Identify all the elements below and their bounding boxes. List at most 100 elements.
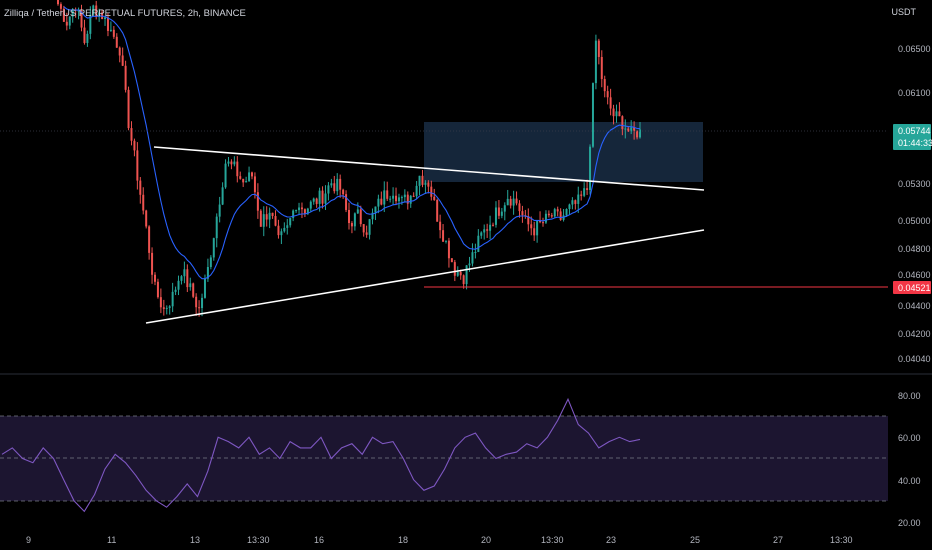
candle-down	[459, 272, 462, 276]
candle-down	[195, 296, 198, 308]
candle-down	[115, 36, 118, 48]
candle-down	[606, 91, 609, 98]
time-tick: 27	[773, 535, 783, 545]
rsi-axis[interactable]: 80.00 60.00 40.00 20.00	[898, 391, 921, 528]
price-tick: 0.05300	[898, 179, 931, 189]
candle-up	[327, 185, 330, 194]
price-tick: 0.04800	[898, 244, 931, 254]
rsi-band	[0, 416, 888, 501]
candle-down	[133, 140, 136, 151]
candle-up	[415, 185, 418, 197]
candle-down	[439, 221, 442, 231]
candle-up	[86, 33, 89, 43]
candle-down	[603, 79, 606, 92]
candle-up	[397, 197, 400, 202]
candle-down	[236, 161, 239, 177]
candle-down	[151, 252, 154, 275]
candle-down	[124, 65, 127, 90]
candle-up	[630, 127, 633, 132]
candle-up	[68, 16, 71, 26]
candle-down	[65, 21, 68, 26]
candle-down	[350, 223, 353, 227]
candle-down	[162, 307, 165, 309]
candle-down	[518, 203, 521, 212]
candle-down	[421, 175, 424, 185]
candle-down	[130, 128, 133, 141]
candle-down	[303, 209, 306, 214]
candle-down	[597, 40, 600, 57]
time-tick: 13:30	[247, 535, 270, 545]
candle-down	[277, 225, 280, 236]
rsi-tick: 80.00	[898, 391, 921, 401]
candle-down	[345, 194, 348, 210]
candle-up	[615, 111, 618, 117]
candle-up	[506, 198, 509, 206]
time-axis[interactable]: 9 11 13 13:30 16 18 20 13:30 23 25 27 13…	[26, 535, 853, 545]
candle-up	[280, 231, 283, 236]
triangle-lower-trendline[interactable]	[145, 229, 705, 324]
candle-up	[356, 209, 359, 214]
candle-down	[365, 232, 368, 235]
candle-down	[497, 207, 500, 216]
rsi-line	[1, 397, 641, 513]
candle-up	[465, 265, 468, 285]
candle-up	[262, 214, 265, 227]
candle-up	[565, 208, 568, 216]
candle-up	[268, 212, 271, 220]
level-price-value: 0.04521	[898, 283, 931, 293]
candle-down	[253, 176, 256, 193]
candle-up	[330, 183, 333, 186]
candle-down	[609, 97, 612, 109]
candle-down	[342, 189, 345, 195]
candle-up	[377, 198, 380, 207]
candle-down	[627, 128, 630, 132]
candle-down	[450, 258, 453, 263]
candle-down	[159, 297, 162, 308]
candle-up	[212, 238, 215, 258]
candle-up	[594, 40, 597, 84]
candle-up	[233, 161, 236, 165]
candle-up	[324, 193, 327, 204]
candle-up	[77, 10, 80, 12]
candle-up	[306, 208, 309, 214]
candle-down	[59, 4, 62, 9]
candle-down	[580, 194, 583, 196]
candle-up	[477, 235, 480, 252]
price-axis[interactable]: 0.06500 0.06100 0.05300 0.05000 0.04800 …	[898, 44, 931, 364]
candle-up	[577, 194, 580, 204]
candle-down	[515, 198, 518, 204]
candle-down	[112, 29, 115, 37]
candle-up	[89, 14, 92, 34]
price-tick: 0.06500	[898, 44, 931, 54]
triangle-upper-trendline[interactable]	[153, 146, 705, 191]
candle-up	[177, 280, 180, 290]
candle-up	[480, 232, 483, 236]
price-tick: 0.04400	[898, 301, 931, 311]
candle-up	[215, 216, 218, 239]
candle-down	[127, 89, 130, 129]
candle-up	[589, 146, 592, 190]
candle-up	[206, 267, 209, 279]
candle-up	[71, 9, 74, 17]
candle-down	[57, 0, 59, 5]
candle-down	[462, 275, 465, 285]
candle-up	[624, 128, 627, 130]
last-price-value: 0.05744	[898, 126, 931, 136]
candle-down	[386, 190, 389, 199]
candle-down	[198, 307, 201, 309]
candle-up	[336, 178, 339, 192]
candle-down	[574, 200, 577, 204]
candle-up	[418, 175, 421, 186]
moving-average-line	[63, 6, 641, 280]
candle-down	[612, 108, 615, 117]
candle-down	[453, 262, 456, 276]
candle-down	[586, 188, 589, 190]
candle-up	[171, 291, 174, 307]
candle-down	[530, 224, 533, 229]
candle-down	[156, 281, 159, 298]
time-tick: 13:30	[541, 535, 564, 545]
symbol-header[interactable]: Zilliqa / TetherUS PERPETUAL FUTURES, 2h…	[4, 8, 246, 19]
candle-down	[550, 215, 553, 217]
candle-up	[92, 5, 95, 15]
